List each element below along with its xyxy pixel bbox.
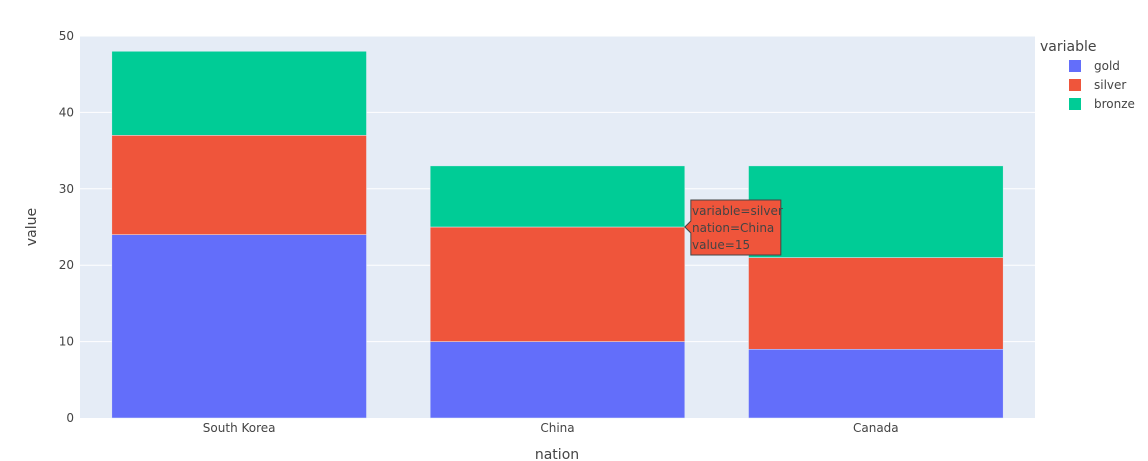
legend-label-gold[interactable]: gold bbox=[1094, 59, 1120, 73]
y-tick-label: 40 bbox=[59, 105, 74, 119]
x-tick-label: China bbox=[540, 421, 574, 435]
legend-swatch-bronze[interactable] bbox=[1069, 98, 1081, 110]
hover-line-2: nation=China bbox=[692, 221, 774, 235]
bar-gold-canada[interactable] bbox=[748, 348, 1004, 419]
y-tick-label: 50 bbox=[59, 29, 74, 43]
hover-tooltip: variable=silver nation=China value=15 bbox=[684, 199, 783, 256]
y-tick-label: 20 bbox=[59, 258, 74, 272]
y-tick-label: 10 bbox=[59, 335, 74, 349]
legend-title: variable bbox=[1040, 39, 1096, 55]
hover-line-3: value=15 bbox=[692, 238, 750, 252]
bars bbox=[111, 51, 1004, 419]
y-tick-label: 0 bbox=[66, 411, 74, 425]
y-tick-label: 30 bbox=[59, 182, 74, 196]
y-axis-title: value bbox=[24, 208, 40, 246]
x-tick-labels: South Korea China Canada bbox=[203, 421, 899, 435]
x-axis-title: nation bbox=[535, 447, 579, 461]
bar-bronze-canada[interactable] bbox=[748, 165, 1004, 258]
bar-silver-china[interactable] bbox=[429, 226, 686, 342]
legend-label-silver[interactable]: silver bbox=[1094, 78, 1126, 92]
bar-bronze-china[interactable] bbox=[429, 165, 686, 228]
bar-bronze-south-korea[interactable] bbox=[111, 51, 367, 136]
legend-swatch-silver[interactable] bbox=[1069, 79, 1081, 91]
hover-tooltip-box bbox=[684, 199, 782, 256]
legend: variable gold silver bronze bbox=[1040, 39, 1135, 111]
bar-silver-canada[interactable] bbox=[748, 257, 1004, 350]
bar-gold-south-korea[interactable] bbox=[111, 234, 367, 419]
x-tick-label: South Korea bbox=[203, 421, 276, 435]
y-tick-labels: 0 10 20 30 40 50 bbox=[59, 29, 74, 425]
bar-silver-south-korea[interactable] bbox=[111, 135, 367, 235]
legend-label-bronze[interactable]: bronze bbox=[1094, 97, 1135, 111]
bar-gold-china[interactable] bbox=[429, 341, 686, 419]
hover-line-1: variable=silver bbox=[692, 204, 783, 218]
x-tick-label: Canada bbox=[853, 421, 899, 435]
legend-swatch-gold[interactable] bbox=[1069, 60, 1081, 72]
